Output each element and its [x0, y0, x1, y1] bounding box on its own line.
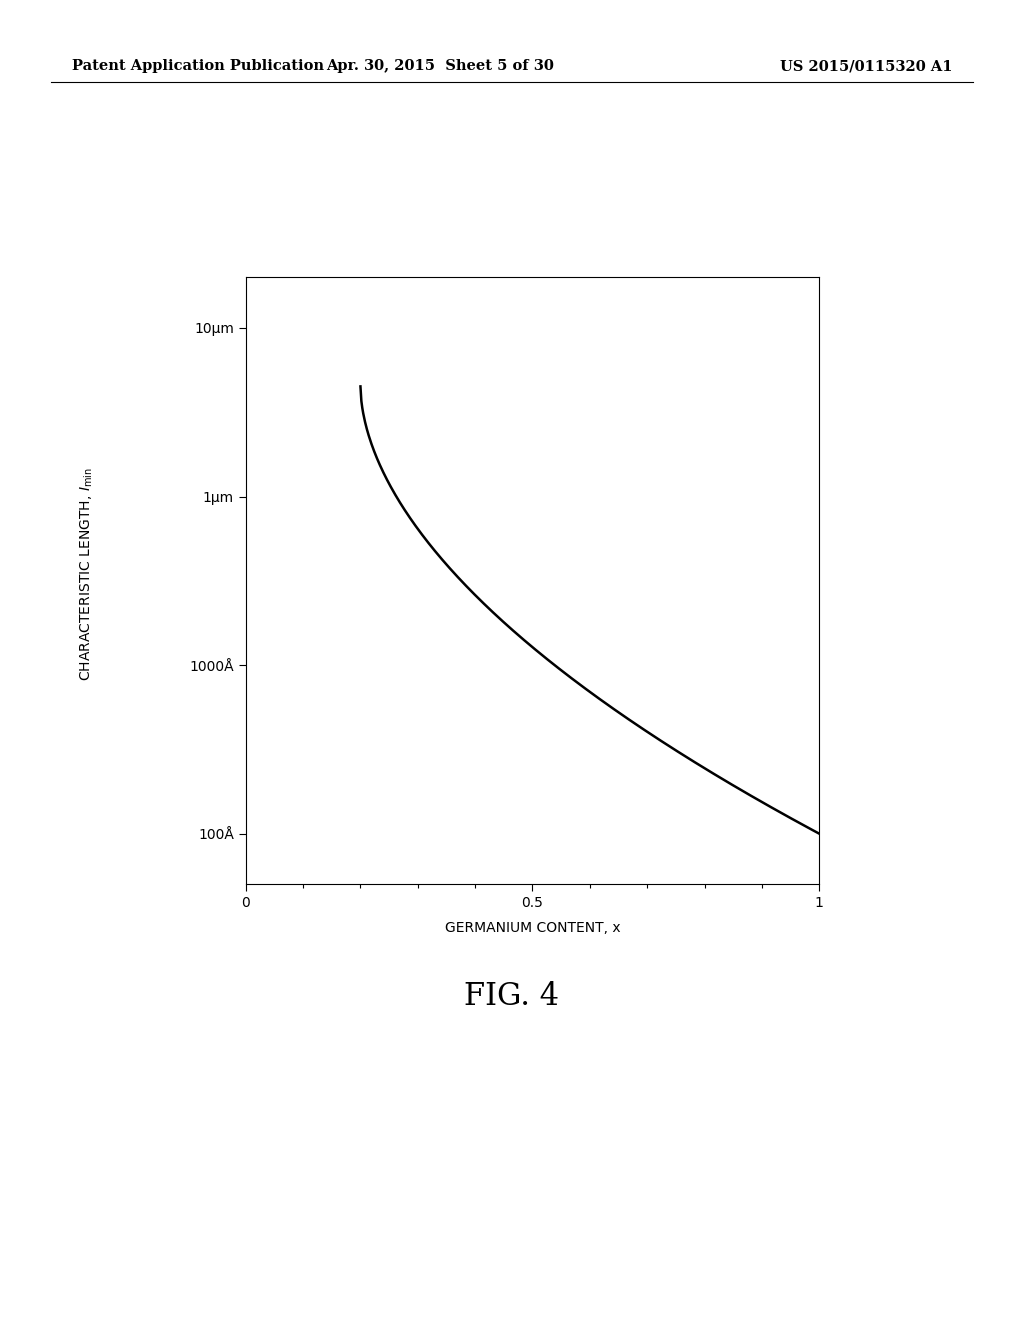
Text: FIG. 4: FIG. 4: [465, 981, 559, 1012]
X-axis label: GERMANIUM CONTENT, x: GERMANIUM CONTENT, x: [444, 921, 621, 936]
Text: US 2015/0115320 A1: US 2015/0115320 A1: [780, 59, 952, 74]
Text: CHARACTERISTIC LENGTH, $I_\mathrm{min}$: CHARACTERISTIC LENGTH, $I_\mathrm{min}$: [79, 467, 95, 681]
Text: Apr. 30, 2015  Sheet 5 of 30: Apr. 30, 2015 Sheet 5 of 30: [327, 59, 554, 74]
Text: Patent Application Publication: Patent Application Publication: [72, 59, 324, 74]
